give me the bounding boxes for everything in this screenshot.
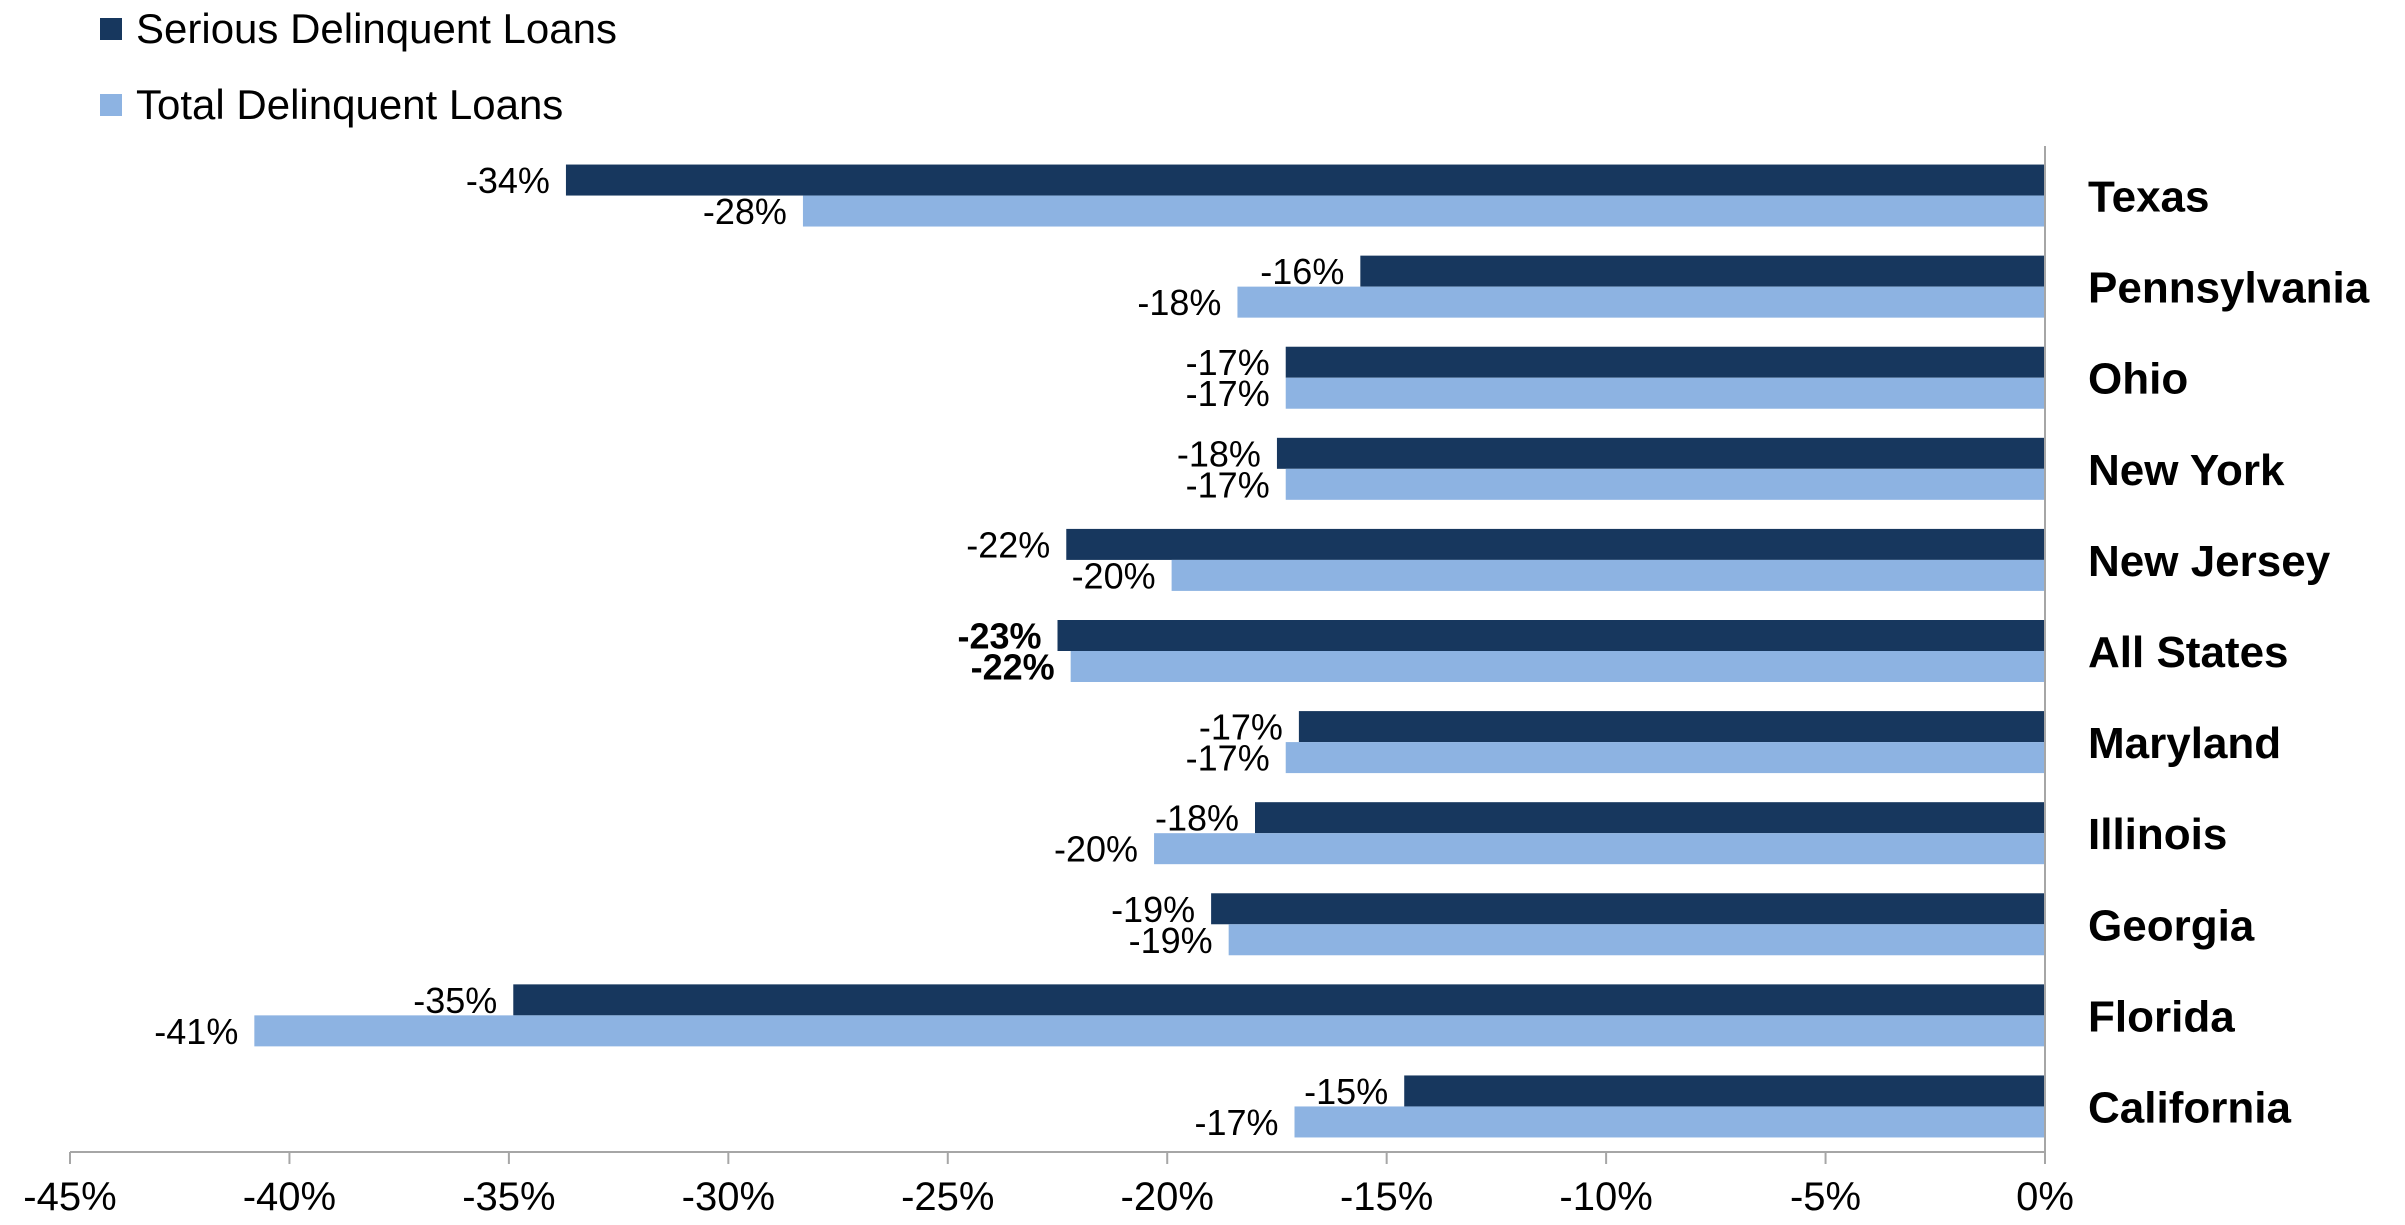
legend-swatch-1	[100, 18, 122, 40]
bar-total	[1070, 651, 2045, 682]
data-label: -19%	[1129, 920, 1213, 961]
category-label: Florida	[2088, 992, 2235, 1041]
data-label: -19%	[1111, 889, 1195, 930]
bar-serious	[1285, 346, 2045, 378]
legend-label-1: Serious Delinquent Loans	[136, 5, 617, 52]
data-label: -15%	[1304, 1071, 1388, 1112]
x-tick-label: 0%	[2016, 1175, 2074, 1219]
data-label: -17%	[1186, 738, 1270, 779]
bar-serious	[513, 984, 2045, 1016]
bar-total	[1294, 1106, 2045, 1138]
bars	[254, 164, 2045, 1138]
bar-serious	[1057, 620, 2045, 651]
category-label: Pennsylvania	[2088, 264, 2370, 313]
legend-swatch-2	[100, 94, 122, 116]
legend-label-2: Total Delinquent Loans	[136, 81, 563, 128]
data-label: -20%	[1072, 555, 1156, 596]
bar-total	[1228, 924, 2045, 956]
bar-serious	[1276, 437, 2045, 469]
category-label: New York	[2088, 446, 2285, 495]
category-label: California	[2088, 1083, 2291, 1132]
x-tick-label: -25%	[901, 1175, 994, 1219]
bar-total	[1285, 742, 2045, 774]
x-tick-label: -5%	[1790, 1175, 1861, 1219]
x-tick-label: -15%	[1340, 1175, 1433, 1219]
category-label: Illinois	[2088, 810, 2227, 859]
category-label: All States	[2088, 628, 2289, 677]
x-tick-label: -40%	[243, 1175, 336, 1219]
x-tick-label: -45%	[23, 1175, 116, 1219]
bar-serious	[1066, 528, 2045, 560]
category-label: Texas	[2088, 173, 2210, 222]
x-tick-label: -20%	[1121, 1175, 1214, 1219]
data-label: -20%	[1054, 829, 1138, 870]
x-axis: -45% -40% -35% -30% -25% -20% -15% -10% -5% 0%	[23, 146, 2074, 1219]
bar-total	[1285, 377, 2045, 409]
bar-total	[1171, 559, 2045, 591]
data-label: -23%	[957, 616, 1041, 657]
bar-total	[1237, 286, 2045, 318]
bar-serious	[1255, 802, 2045, 834]
data-label: -17%	[1194, 1102, 1278, 1143]
bar-serious	[1360, 255, 2045, 287]
category-label: New Jersey	[2088, 537, 2331, 586]
data-labels: -34%-28%-16%-18%-17%-17%-18%-17%-22%-20%…	[154, 160, 1388, 1143]
data-label: -17%	[1186, 373, 1270, 414]
data-label: -17%	[1186, 342, 1270, 383]
bar-total	[802, 195, 2045, 227]
x-tick-label: -10%	[1559, 1175, 1652, 1219]
data-label: -16%	[1260, 251, 1344, 292]
data-label: -34%	[466, 160, 550, 201]
bar-serious	[1211, 893, 2045, 925]
data-label: -17%	[1186, 464, 1270, 505]
bar-serious	[1298, 711, 2045, 743]
bar-total	[1285, 468, 2045, 500]
data-label: -28%	[703, 191, 787, 232]
data-label: -18%	[1155, 798, 1239, 839]
category-label: Georgia	[2088, 901, 2255, 950]
data-label: -22%	[966, 524, 1050, 565]
bar-serious	[565, 164, 2045, 196]
x-tick-label: -30%	[682, 1175, 775, 1219]
category-label: Maryland	[2088, 719, 2281, 768]
x-tick-label: -35%	[462, 1175, 555, 1219]
data-label: -18%	[1137, 282, 1221, 323]
data-label: -35%	[413, 980, 497, 1021]
bar-serious	[1404, 1075, 2045, 1107]
data-label: -17%	[1199, 707, 1283, 748]
legend: Serious Delinquent Loans Total Delinquent…	[100, 5, 617, 128]
category-label: Ohio	[2088, 355, 2188, 404]
data-label: -18%	[1177, 433, 1261, 474]
bar-total	[254, 1015, 2045, 1047]
data-label: -41%	[154, 1011, 238, 1052]
data-label: -22%	[971, 647, 1055, 688]
bar-total	[1154, 833, 2045, 865]
category-labels: Texas Pennsylvania Ohio New York New Jersey A…	[2088, 173, 2370, 1133]
